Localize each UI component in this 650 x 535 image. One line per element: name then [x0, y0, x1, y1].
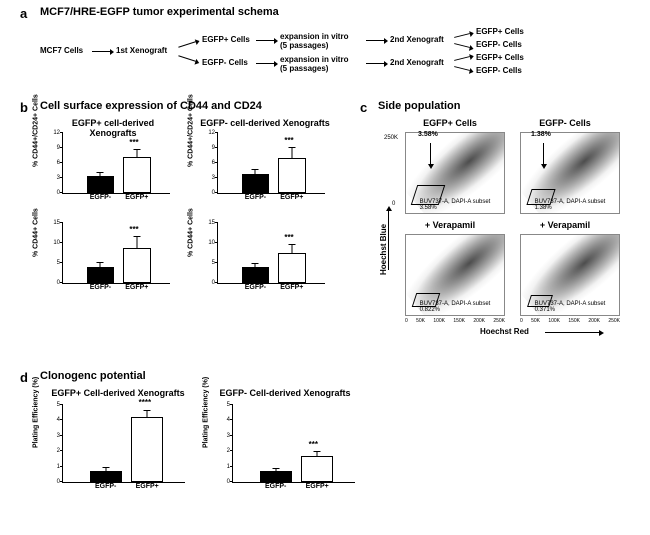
scatter-bl: BUV737-A, DAPI-A subset 0.822%	[405, 234, 505, 316]
arrow-icon	[256, 40, 274, 41]
arrow-icon	[178, 41, 195, 48]
barchart-d-left: 012345EGFP-EGFP+****Plating Efficiency (…	[40, 400, 195, 495]
arrow-icon	[454, 43, 470, 48]
panel-c-title: Side population	[378, 100, 461, 112]
panel-c-sub-left: EGFP+ Cells	[400, 118, 500, 128]
verapamil-l: + Verapamil	[400, 220, 500, 230]
panel-d-title: Clonogenc potential	[40, 370, 146, 382]
hoechst-blue-label: Hoechst Blue	[379, 224, 388, 275]
arrow-icon	[178, 55, 195, 62]
schema-x2a: 2nd Xenograft	[390, 35, 444, 44]
schema-x2b: 2nd Xenograft	[390, 58, 444, 67]
barchart-b-top-left: 036912EGFP-EGFP+***% CD44+/CD24+ Cells	[40, 128, 180, 206]
panel-c-sub-right: EGFP- Cells	[515, 118, 615, 128]
schema-out4: EGFP- Cells	[476, 66, 522, 75]
arrow-icon	[366, 40, 384, 41]
scatter-tr: 1.38% BUV737-A, DAPI-A subset 1.38%	[520, 132, 620, 214]
schema-exp1: expansion in vitro (5 passages)	[280, 32, 348, 50]
panel-b-title: Cell surface expression of CD44 and CD24	[40, 100, 262, 112]
hoechst-red-arrow	[545, 332, 600, 333]
barchart-d-right: 012345EGFP-EGFP+***Plating Efficiency (%…	[210, 400, 365, 495]
arrow-icon	[366, 63, 384, 64]
schema-out3: EGFP+ Cells	[476, 53, 524, 62]
schema-egfpp: EGFP+ Cells	[202, 35, 250, 44]
schema-egfpn: EGFP- Cells	[202, 58, 248, 67]
panel-d-sub-left: EGFP+ Cell-derived Xenografts	[48, 388, 188, 398]
barchart-b-bot-right: 051015EGFP-EGFP+***% CD44+ Cells	[195, 218, 335, 296]
panel-d-label: d	[20, 370, 28, 385]
schema-exp2: expansion in vitro (5 passages)	[280, 55, 348, 73]
scatter-xticks: 050K100K150K200K250K	[520, 318, 620, 324]
verapamil-r: + Verapamil	[515, 220, 615, 230]
panel-a-label: a	[20, 6, 27, 21]
scatter-tl: 3.58% BUV737-A, DAPI-A subset 3.58% 0 25…	[405, 132, 505, 214]
hoechst-red-label: Hoechst Red	[480, 327, 529, 336]
arrow-icon	[256, 63, 274, 64]
panel-d-sub-right: EGFP- Cell-derived Xenografts	[215, 388, 355, 398]
schema-diagram: MCF7 Cells 1st Xenograft EGFP+ Cells EGF…	[40, 30, 620, 80]
panel-c-label: c	[360, 100, 367, 115]
schema-out1: EGFP+ Cells	[476, 27, 524, 36]
panel-b-sub-right: EGFP- cell-derived Xenografts	[200, 118, 330, 128]
arrow-icon	[454, 33, 470, 38]
barchart-b-top-right: 036912EGFP-EGFP+***% CD44+/CD24+ Cells	[195, 128, 335, 206]
schema-mcf7: MCF7 Cells	[40, 46, 83, 55]
arrow-icon	[454, 66, 470, 71]
panel-b-label: b	[20, 100, 28, 115]
arrow-icon	[92, 51, 110, 52]
scatter-xticks: 050K100K150K200K250K	[405, 318, 505, 324]
schema-x1: 1st Xenograft	[116, 46, 167, 55]
schema-out2: EGFP- Cells	[476, 40, 522, 49]
arrow-icon	[454, 56, 470, 61]
scatter-br: BUV737-A, DAPI-A subset 0.371%	[520, 234, 620, 316]
barchart-b-bot-left: 051015EGFP-EGFP+***% CD44+ Cells	[40, 218, 180, 296]
hoechst-blue-arrow	[388, 210, 389, 270]
panel-a-title: MCF7/HRE-EGFP tumor experimental schema	[40, 6, 279, 18]
